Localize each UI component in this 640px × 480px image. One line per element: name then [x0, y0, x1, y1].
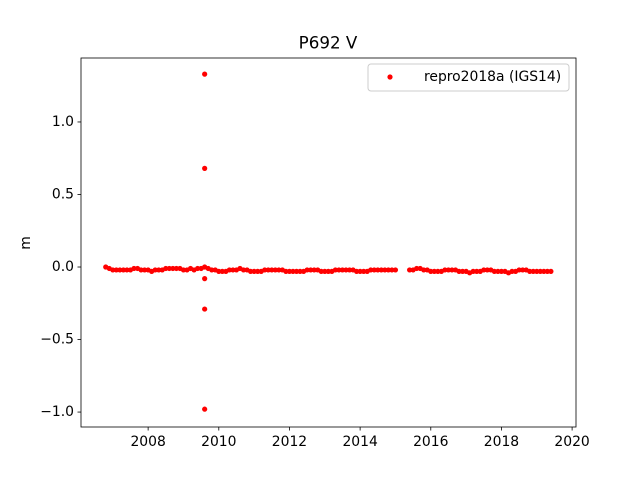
x-tick-label: 2014: [342, 434, 378, 450]
point: [202, 406, 208, 412]
y-tick-label: 0.5: [52, 186, 74, 202]
legend-marker: [387, 74, 393, 80]
x-tick-label: 2012: [272, 434, 307, 450]
axes-frame: [80, 57, 577, 428]
point: [202, 71, 208, 77]
chart-title: P692 V: [299, 33, 358, 53]
legend-box: [367, 63, 570, 92]
point: [202, 276, 208, 282]
x-tick-label: 2018: [484, 434, 519, 450]
x-tick-label: 2008: [130, 434, 165, 450]
y-tick-label: 1.0: [52, 114, 74, 130]
x-tick-label: 2016: [413, 434, 448, 450]
y-tick-label: −1.0: [40, 404, 74, 420]
point: [548, 268, 554, 274]
y-tick-label: −0.5: [40, 332, 74, 348]
x-tick-label: 2010: [201, 434, 236, 450]
point: [392, 267, 399, 273]
point: [202, 306, 208, 312]
legend-label: repro2018a (IGS14): [424, 69, 561, 85]
y-tick-label: 0.0: [52, 259, 74, 275]
y-axis-label: m: [18, 236, 34, 250]
x-tick-label: 2020: [554, 434, 589, 450]
point: [202, 165, 208, 171]
